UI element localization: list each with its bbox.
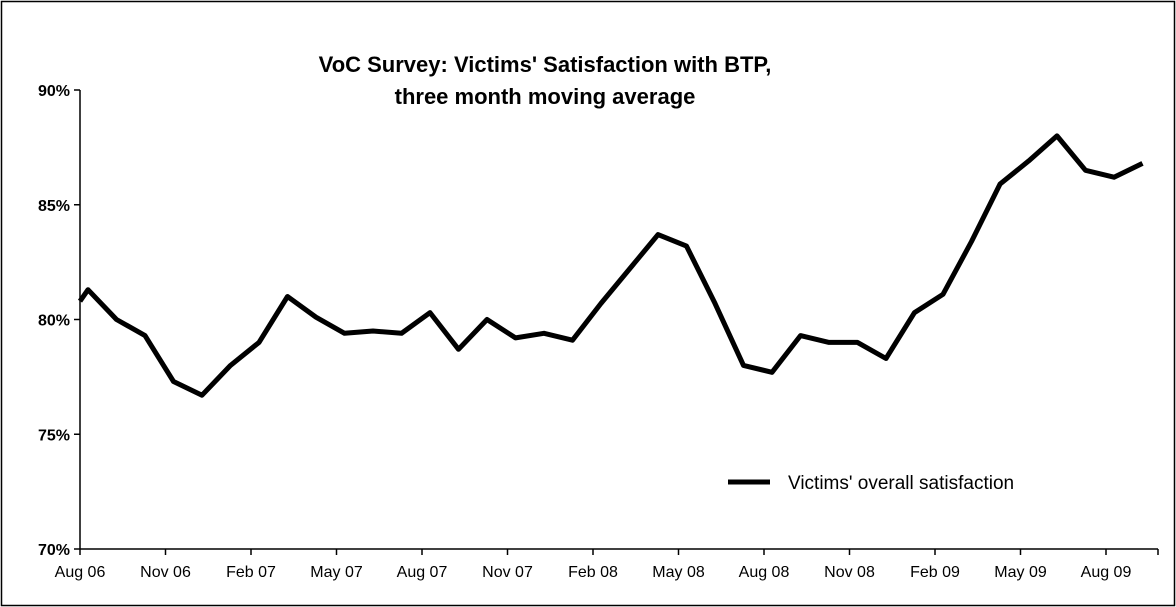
x-tick-label: Aug 08 (739, 564, 790, 581)
legend-label: Victims' overall satisfaction (788, 473, 1014, 494)
y-tick-label: 75% (38, 427, 70, 444)
y-tick-label: 85% (38, 198, 70, 215)
x-tick-label: Feb 07 (226, 564, 276, 581)
x-tick-label: Nov 06 (140, 564, 191, 581)
x-tick-label: May 09 (994, 564, 1047, 581)
y-tick-label: 90% (38, 83, 70, 100)
series-group (77, 133, 1144, 398)
x-tick-label: May 08 (652, 564, 705, 581)
x-axis-ticks: Aug 06 Nov 06 Feb 07 May 07 Aug 07 Nov 07 Feb … (55, 549, 1159, 581)
x-tick-label: May 07 (310, 564, 363, 581)
x-tick-label: Nov 07 (482, 564, 533, 581)
x-tick-label: Aug 06 (55, 564, 106, 581)
x-tick-label: Aug 07 (397, 564, 448, 581)
legend: Victims' overall satisfaction (728, 473, 1014, 494)
chart-title: VoC Survey: Victims' Satisfaction with B… (319, 52, 772, 77)
chart-subtitle: three month moving average (395, 84, 696, 109)
x-tick-label: Nov 08 (824, 564, 875, 581)
x-tick-label: Aug 09 (1081, 564, 1132, 581)
y-tick-label: 80% (38, 313, 70, 330)
x-tick-label: Feb 08 (568, 564, 618, 581)
x-tick-label: Feb 09 (910, 564, 960, 581)
y-axis-ticks: 70% 75% 80% 85% 90% (38, 83, 80, 559)
y-tick-label: 70% (38, 542, 70, 559)
